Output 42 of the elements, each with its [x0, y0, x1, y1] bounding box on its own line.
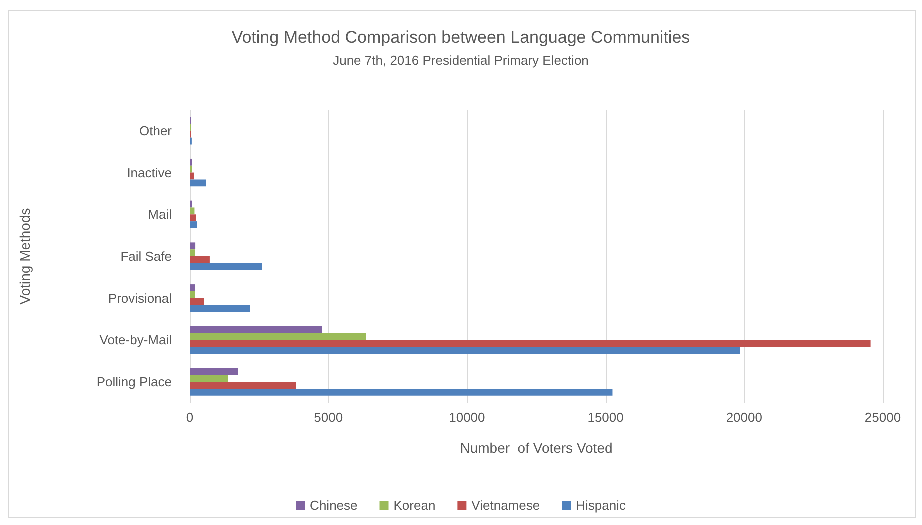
y-tick-label: Mail [148, 207, 172, 222]
bar [190, 222, 198, 228]
x-tick-label: 25000 [864, 410, 902, 425]
chart-title: Voting Method Comparison between Language Communities [232, 28, 690, 47]
bar [190, 284, 196, 292]
y-tick-label: Fail Safe [120, 249, 172, 264]
y-axis-title: Voting Methods [17, 208, 33, 305]
x-tick-label: 10000 [449, 410, 486, 425]
bar [190, 208, 195, 215]
bar [190, 368, 238, 376]
bar [190, 305, 250, 312]
y-tick-label: Vote-by-Mail [100, 332, 172, 348]
legend-label: Hispanic [576, 498, 626, 513]
bar [190, 263, 262, 270]
bar [190, 388, 613, 396]
bar [190, 250, 195, 256]
x-tick-label: 0 [186, 410, 194, 425]
bar [190, 214, 196, 222]
bar [190, 340, 871, 348]
legend-label: Chinese [310, 498, 358, 513]
bar [190, 326, 322, 334]
bar [190, 382, 296, 389]
bar [190, 347, 740, 354]
bar [190, 256, 210, 264]
chart-subtitle: June 7th, 2016 Presidential Primary Election [333, 53, 589, 68]
bar [190, 333, 366, 340]
y-tick-label: Inactive [127, 165, 172, 180]
bar [190, 172, 194, 180]
y-tick-label: Polling Place [96, 374, 172, 390]
x-axis-title: Number of Voters Voted [460, 440, 613, 456]
legend-label: Vietnamese [472, 498, 540, 513]
bar [190, 242, 196, 250]
legend-label: Korean [394, 498, 436, 513]
bar [190, 375, 228, 382]
bar [190, 180, 206, 187]
x-tick-label: 15000 [588, 410, 624, 425]
x-tick-label: 5000 [314, 410, 344, 425]
y-tick-label: Other [139, 123, 173, 138]
y-tick-label: Provisional [108, 290, 172, 306]
x-tick-label: 20000 [726, 410, 762, 425]
bar [190, 298, 204, 306]
bar [190, 291, 195, 298]
